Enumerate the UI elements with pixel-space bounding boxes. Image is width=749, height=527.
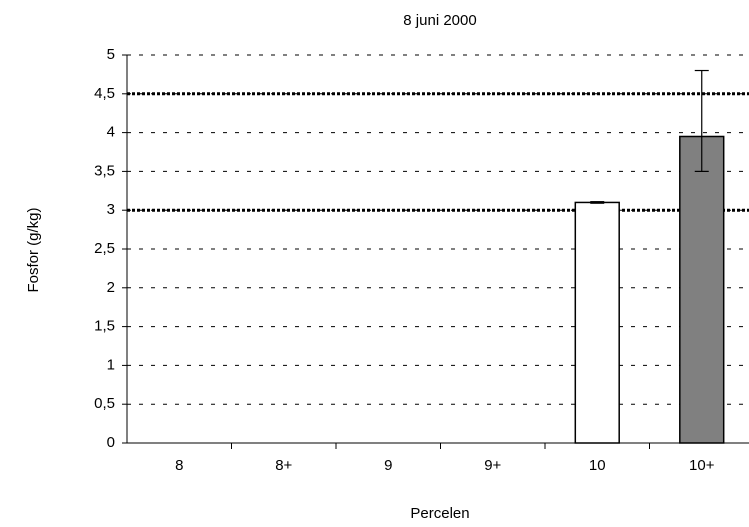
x-tick-label: 8 xyxy=(175,457,183,474)
x-tick-label: 8+ xyxy=(275,457,292,474)
bar xyxy=(679,135,725,444)
y-tick-label: 5 xyxy=(107,46,115,63)
y-tick-label: 4 xyxy=(107,124,115,141)
y-tick-label: 3,5 xyxy=(94,162,115,179)
x-tick-label: 10 xyxy=(589,457,606,474)
chart-title: 8 juni 2000 xyxy=(403,12,476,29)
y-tick-label: 2,5 xyxy=(94,240,115,257)
y-tick-label: 0,5 xyxy=(94,395,115,412)
y-tick-label: 0 xyxy=(107,434,115,451)
y-tick-label: 1 xyxy=(107,356,115,373)
x-tick-label: 10+ xyxy=(689,457,715,474)
y-tick-label: 1,5 xyxy=(94,318,115,335)
x-tick-label: 9+ xyxy=(484,457,501,474)
y-axis-label: Fosfor (g/kg) xyxy=(25,207,42,292)
y-tick-label: 3 xyxy=(107,201,115,218)
x-tick-label: 9 xyxy=(384,457,392,474)
y-tick-label: 2 xyxy=(107,279,115,296)
y-tick-label: 4,5 xyxy=(94,85,115,102)
bar xyxy=(574,201,620,444)
x-axis-label: Percelen xyxy=(410,505,469,522)
